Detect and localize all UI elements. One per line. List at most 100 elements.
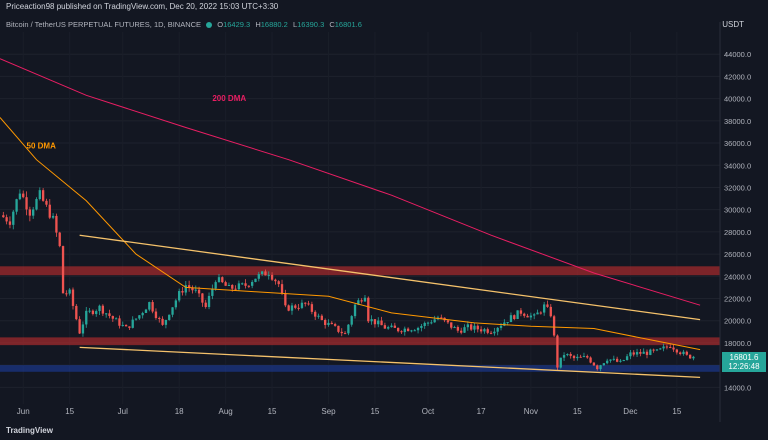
candle-body [353,304,357,317]
candle-body [294,305,297,308]
candle-body [679,352,682,354]
candle-body [609,359,612,361]
support-resistance-zones [0,266,720,372]
candle-body [28,209,32,216]
candle-body [168,314,171,320]
trendline [79,346,701,378]
candle-body [277,281,280,285]
candle-body [413,330,416,332]
candle-body [569,354,572,356]
candle-body [672,347,675,350]
candle-body [526,315,529,318]
candle-body [615,358,619,362]
candle-body [387,327,390,329]
candle-body [81,324,85,334]
candle-body [91,310,95,315]
candle-body [124,324,128,327]
candle-body [546,304,549,307]
candle-body [390,325,393,328]
candle-body [118,318,121,326]
candle-body [496,327,499,332]
candle-body [274,279,277,282]
candle-body [171,307,174,315]
candle-body [619,360,622,362]
candle-body [682,351,685,354]
candle-body [247,285,251,287]
y-tick-label: 28000.0 [724,228,751,237]
candle-body [148,302,151,310]
bar-countdown: 12:26:48 [728,362,760,371]
candle-body [460,330,463,333]
x-tick-label: 15 [370,407,379,416]
candle-body [151,302,154,312]
candle-body [270,274,274,280]
candle-body [410,330,413,332]
y-tick-label: 18000.0 [724,339,751,348]
candle-body [304,302,307,304]
candle-body [542,304,546,313]
candle-body [662,346,665,349]
candle-body [45,200,48,205]
candle-body [582,356,586,358]
candle-body [377,320,380,325]
candle-body [260,271,264,275]
candle-body [486,329,489,333]
candle-body [665,346,669,348]
candle-body [430,322,433,324]
candle-body [566,354,569,356]
candle-body [576,356,579,359]
candle-body [450,322,453,328]
candle-body [400,331,403,333]
candle-body [114,318,118,320]
candle-body [324,319,327,325]
candle-body [483,329,486,332]
candle-body [237,283,241,290]
candle-body [533,314,536,316]
y-tick-label: 38000.0 [724,117,751,126]
candle-body [513,315,516,320]
candle-body [692,356,695,359]
candle-body [207,295,211,308]
candle-body [337,325,340,332]
close-label: C [329,20,335,29]
candle-body [453,327,456,329]
x-tick-label: 17 [477,407,486,416]
price-axis: 14000.016000.018000.020000.022000.024000… [719,22,751,422]
candle-body [194,289,197,291]
candle-body [101,305,105,314]
open-label: O [217,20,224,29]
candle-body [523,313,526,316]
candle-body [639,352,642,354]
candle-body [688,354,692,359]
moving-average-line [0,58,701,306]
candle-body [370,319,373,322]
candle-body [211,288,214,296]
candle-body [141,312,144,316]
candle-body [2,215,5,218]
candle-body [128,326,131,328]
trendlines [79,234,701,378]
candle-body [310,304,314,312]
candle-body [221,277,224,283]
candle-body [108,313,111,317]
candle-body [489,332,493,334]
candle-body [234,288,237,290]
candle-body [552,316,556,336]
candle-body [509,315,513,323]
candle-body [536,312,539,315]
candle-body [479,329,483,332]
candle-body [579,356,582,358]
candle-body [267,274,270,276]
tradingview-logo[interactable]: TradingView [6,426,53,435]
candle-body [572,355,576,359]
low-label: L [292,20,298,29]
candle-body [635,352,639,355]
candle-body [254,278,257,282]
last-price: 16801.6 [729,353,759,362]
candle-body [559,357,562,368]
candle-body [529,315,533,318]
candle-body [499,325,503,328]
candle-body [144,309,148,313]
candle-body [440,317,443,319]
